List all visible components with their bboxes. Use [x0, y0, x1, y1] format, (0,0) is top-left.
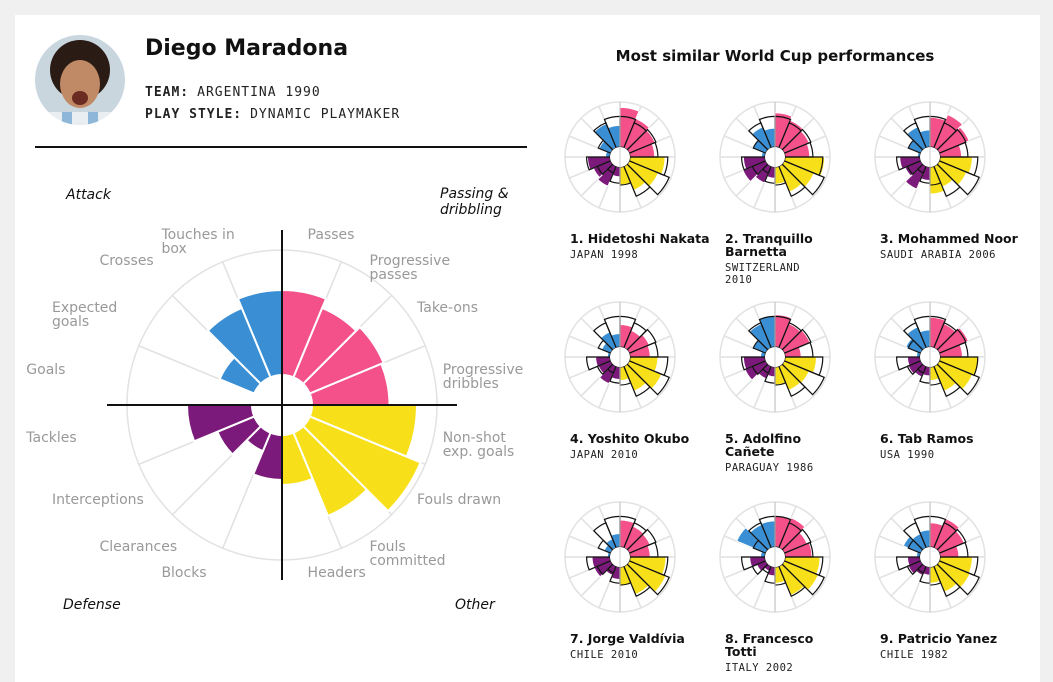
category-label: Goals — [26, 362, 66, 379]
similar-caption: 6. Tab Ramos USA 1990 — [880, 432, 1030, 461]
player-name: Diego Maradona — [145, 36, 349, 61]
similar-caption: 7. Jorge Valdívia CHILE 2010 — [570, 632, 720, 661]
similar-team: ITALY 2002 — [725, 662, 794, 674]
similar-team: USA 1990 — [880, 449, 935, 461]
similar-team: JAPAN 1998 — [570, 249, 639, 261]
quadrant-label: Passing & dribbling — [440, 186, 509, 218]
category-label: Non-shot exp. goals — [442, 429, 515, 460]
category-label: Interceptions — [51, 491, 144, 508]
similar-caption: 4. Yoshito Okubo JAPAN 2010 — [570, 432, 720, 461]
similar-name: 4. Yoshito Okubo — [570, 431, 690, 446]
style: DYNAMIC PLAYMAKER — [250, 107, 401, 122]
similar-caption: 5. Adolfino Cañete PARAGUAY 1986 — [725, 432, 820, 474]
category-label: Take-ons — [417, 300, 479, 317]
similar-team: JAPAN 2010 — [570, 449, 639, 461]
quadrant-label: Other — [455, 597, 495, 613]
category-label: Clearances — [99, 539, 178, 555]
player-photo — [35, 35, 125, 125]
category-label: Crosses — [99, 252, 154, 269]
similar-name: 9. Patricio Yanez — [880, 631, 998, 646]
category-label: Blocks — [161, 564, 207, 581]
style-label: PLAY STYLE: — [145, 107, 243, 122]
similar-caption: 9. Patricio Yanez CHILE 1982 — [880, 632, 1030, 661]
similar-team: CHILE 1982 — [880, 649, 949, 661]
similar-caption: 1. Hidetoshi Nakata JAPAN 1998 — [570, 232, 720, 261]
category-label: Fouls drawn — [417, 491, 502, 508]
style-row: PLAY STYLE: DYNAMIC PLAYMAKER — [145, 107, 400, 122]
category-label: Progressive dribbles — [442, 362, 524, 393]
similar-caption: 8. Francesco Totti ITALY 2002 — [725, 632, 820, 674]
category-label: Progressive passes — [369, 252, 451, 283]
category-label: Fouls committed — [369, 539, 446, 569]
team-label: TEAM: — [145, 85, 190, 100]
category-label: Passes — [307, 227, 355, 244]
category-label: Tackles — [26, 429, 77, 446]
similar-name: 2. Tranquillo Barnetta — [725, 231, 813, 259]
similar-heading: Most similar World Cup performances — [615, 47, 935, 65]
quadrant-label: Attack — [66, 187, 111, 203]
similar-name: 8. Francesco Totti — [725, 631, 814, 659]
similar-team: SAUDI ARABIA 2006 — [880, 249, 996, 261]
team-row: TEAM: ARGENTINA 1990 — [145, 85, 321, 100]
similar-team: SWITZERLAND 2010 — [725, 262, 801, 286]
similar-team: PARAGUAY 1986 — [725, 462, 814, 474]
similar-name: 1. Hidetoshi Nakata — [570, 231, 710, 246]
quadrant-label: Defense — [63, 597, 121, 613]
similar-name: 6. Tab Ramos — [880, 431, 974, 446]
similar-team: CHILE 2010 — [570, 649, 639, 661]
similar-name: 5. Adolfino Cañete — [725, 431, 802, 459]
similar-name: 3. Mohammed Noor — [880, 231, 1018, 246]
similar-caption: 2. Tranquillo Barnetta SWITZERLAND 2010 — [725, 232, 820, 286]
similar-caption: 3. Mohammed Noor SAUDI ARABIA 2006 — [880, 232, 1030, 261]
category-label: Touches in box — [161, 227, 235, 258]
team: ARGENTINA 1990 — [197, 85, 321, 100]
category-label: Expected goals — [51, 300, 118, 331]
similar-name: 7. Jorge Valdívia — [570, 631, 685, 646]
category-label: Headers — [307, 564, 366, 581]
